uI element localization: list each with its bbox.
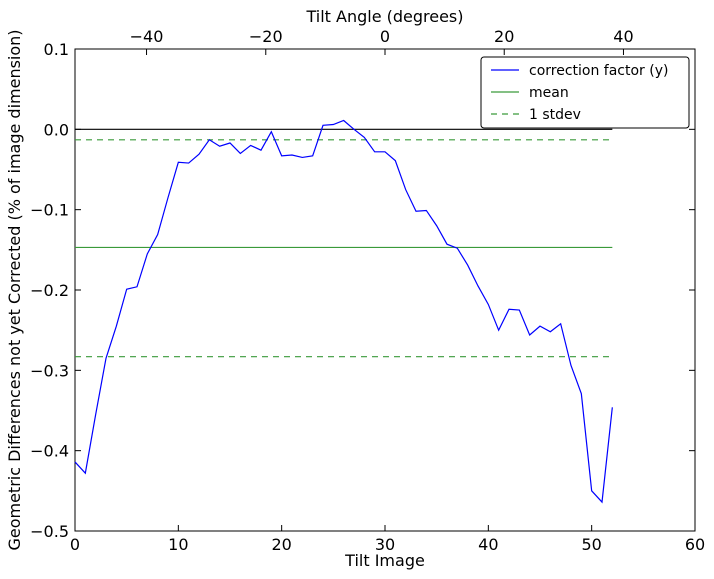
x-tick-label: 60	[685, 535, 705, 554]
legend-label-mean: mean	[529, 85, 569, 101]
x-axis-label: Tilt Image	[344, 551, 425, 570]
y-tick-label: −0.4	[30, 442, 69, 461]
y-tick-label: −0.3	[30, 361, 69, 380]
y-tick-label: 0.1	[44, 40, 69, 59]
legend-label-correction-factor: correction factor (y)	[529, 63, 668, 79]
top-tick-label: 20	[494, 27, 514, 46]
x-tick-label: 20	[271, 535, 291, 554]
legend-label-stdev: 1 stdev	[529, 107, 581, 123]
legend: correction factor (y) mean 1 stdev	[480, 56, 690, 129]
top-tick-label: 0	[380, 27, 390, 46]
top-tick-label: 40	[613, 27, 633, 46]
top-tick-label: −40	[130, 27, 164, 46]
y-tick-label: −0.2	[30, 281, 69, 300]
legend-box	[480, 56, 690, 129]
top-axis-label: Tilt Angle (degrees)	[305, 7, 463, 26]
y-tick-label: −0.1	[30, 201, 69, 220]
series-correction-factor-y	[74, 119, 613, 504]
x-tick-label: 50	[581, 535, 601, 554]
y-tick-label: 0.0	[44, 120, 69, 139]
y-axis-label: Geometric Differences not yet Corrected …	[5, 29, 24, 550]
x-tick-label: 40	[478, 535, 498, 554]
x-tick-label: 0	[70, 535, 80, 554]
y-tick-label: −0.5	[30, 522, 69, 541]
top-tick-label: −20	[249, 27, 283, 46]
x-tick-label: 10	[168, 535, 188, 554]
x-tick-label: 30	[375, 535, 395, 554]
